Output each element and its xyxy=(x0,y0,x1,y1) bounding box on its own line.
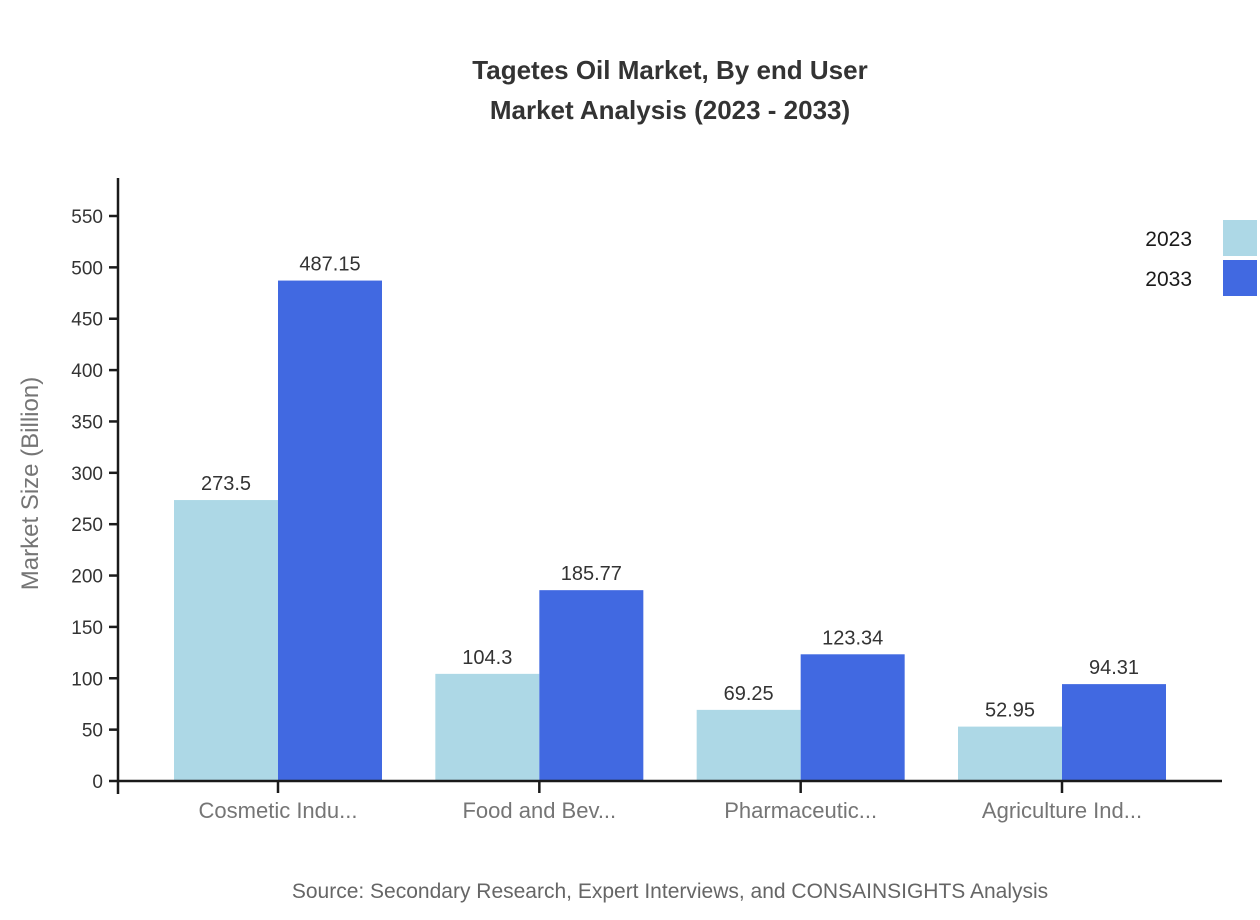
chart-title-line1: Tagetes Oil Market, By end User xyxy=(472,55,868,85)
bar-value-label-2023-0: 273.5 xyxy=(201,473,251,495)
y-tick-label: 300 xyxy=(71,464,103,485)
y-tick-label: 500 xyxy=(71,258,103,279)
bar-value-label-2023-2: 69.25 xyxy=(724,683,774,705)
y-axis-title: Market Size (Billion) xyxy=(17,377,44,590)
bar-2033-0 xyxy=(278,280,382,781)
y-tick-label: 400 xyxy=(71,361,103,382)
bar-value-label-2023-3: 52.95 xyxy=(985,700,1035,722)
legend-label-2023: 2023 xyxy=(1145,228,1192,251)
legend-swatch-2033 xyxy=(1223,260,1257,296)
bar-value-label-2033-2: 123.34 xyxy=(822,627,883,649)
bar-2033-1 xyxy=(539,590,644,781)
y-tick-label: 550 xyxy=(71,207,103,228)
bar-value-label-2033-1: 185.77 xyxy=(561,563,622,585)
x-category-label: Food and Bev... xyxy=(462,798,616,823)
y-tick-label: 50 xyxy=(82,721,103,742)
chart-title: Tagetes Oil Market, By end User Market A… xyxy=(118,50,1222,130)
x-category-label: Agriculture Ind... xyxy=(982,798,1142,823)
y-tick-label: 0 xyxy=(92,772,103,793)
bar-2033-3 xyxy=(1062,684,1166,781)
bar-2023-3 xyxy=(958,726,1062,781)
legend-swatch-2023 xyxy=(1223,220,1257,256)
x-category-label: Cosmetic Indu... xyxy=(199,798,358,823)
y-tick-label: 200 xyxy=(71,567,103,588)
bar-value-label-2033-3: 94.31 xyxy=(1089,657,1139,679)
source-note: Source: Secondary Research, Expert Inter… xyxy=(291,880,1049,903)
bar-value-label-2033-0: 487.15 xyxy=(299,254,360,276)
y-tick-label: 350 xyxy=(71,412,103,433)
y-tick-label: 150 xyxy=(71,618,103,639)
chart-title-line2: Market Analysis (2023 - 2033) xyxy=(489,95,851,125)
y-tick-label: 100 xyxy=(71,669,103,690)
bar-2023-1 xyxy=(435,673,540,781)
bar-2023-2 xyxy=(696,709,801,781)
y-tick-label: 450 xyxy=(71,310,103,331)
bar-2023-0 xyxy=(174,500,278,781)
x-category-label: Pharmaceutic... xyxy=(724,798,877,823)
legend-label-2033: 2033 xyxy=(1145,268,1192,291)
bar-value-label-2023-1: 104.3 xyxy=(462,647,512,669)
bar-2033-2 xyxy=(800,654,905,781)
y-tick-label: 250 xyxy=(71,515,103,536)
